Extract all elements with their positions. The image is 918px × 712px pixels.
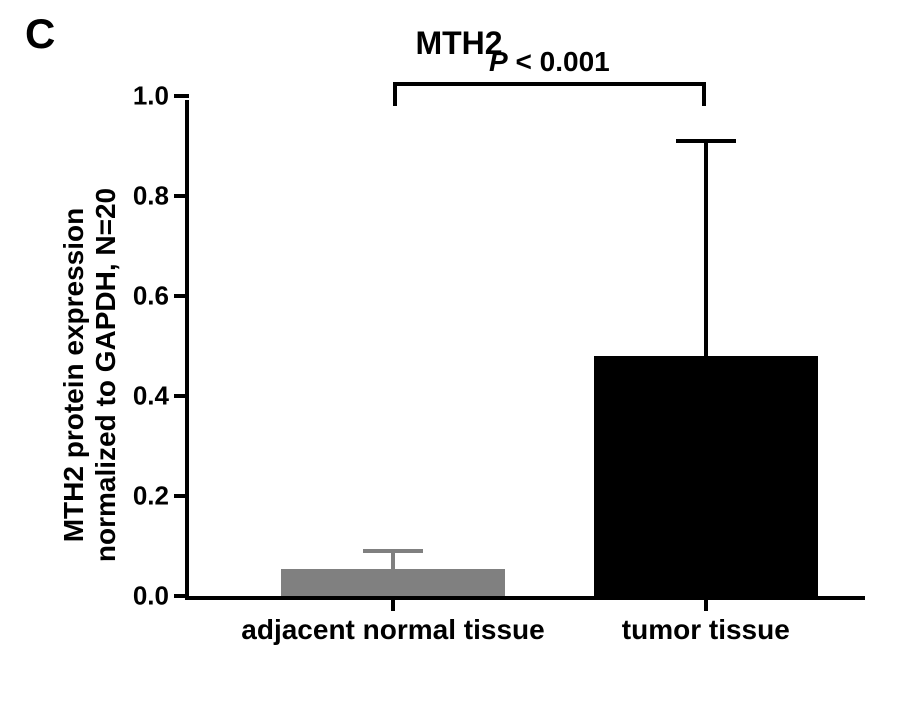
error-bar-line [704, 141, 708, 356]
significance-bracket-end [702, 82, 706, 106]
y-axis-label: MTH2 protein expression normalized to GA… [58, 125, 122, 625]
y-axis-label-line1: MTH2 protein expression [58, 208, 89, 543]
x-tick [704, 596, 708, 611]
panel-letter: C [25, 10, 55, 58]
x-tick-label: adjacent normal tissue [241, 614, 544, 646]
y-tick-label: 0.4 [124, 381, 169, 412]
y-tick-label: 0.8 [124, 181, 169, 212]
error-bar-cap [676, 139, 736, 143]
y-tick-label: 0.0 [124, 581, 169, 612]
significance-bracket [393, 82, 706, 86]
x-tick-label: tumor tissue [622, 614, 790, 646]
significance-label: P < 0.001 [489, 46, 610, 78]
chart-container: MTH2 protein expression normalized to GA… [100, 80, 880, 670]
significance-bracket-end [393, 82, 397, 106]
bar [594, 356, 818, 596]
error-bar-cap [363, 549, 423, 553]
y-tick [174, 594, 189, 598]
plot-area: 0.00.20.40.60.81.0adjacent normal tissue… [185, 100, 865, 600]
y-axis-label-line2: normalized to GAPDH, N=20 [90, 188, 121, 562]
y-tick-label: 1.0 [124, 81, 169, 112]
error-bar-line [391, 551, 395, 569]
x-tick [391, 596, 395, 611]
y-tick [174, 194, 189, 198]
bar [281, 569, 505, 597]
y-tick [174, 394, 189, 398]
y-tick-label: 0.6 [124, 281, 169, 312]
y-tick [174, 494, 189, 498]
y-tick [174, 294, 189, 298]
y-tick-label: 0.2 [124, 481, 169, 512]
y-tick [174, 94, 189, 98]
